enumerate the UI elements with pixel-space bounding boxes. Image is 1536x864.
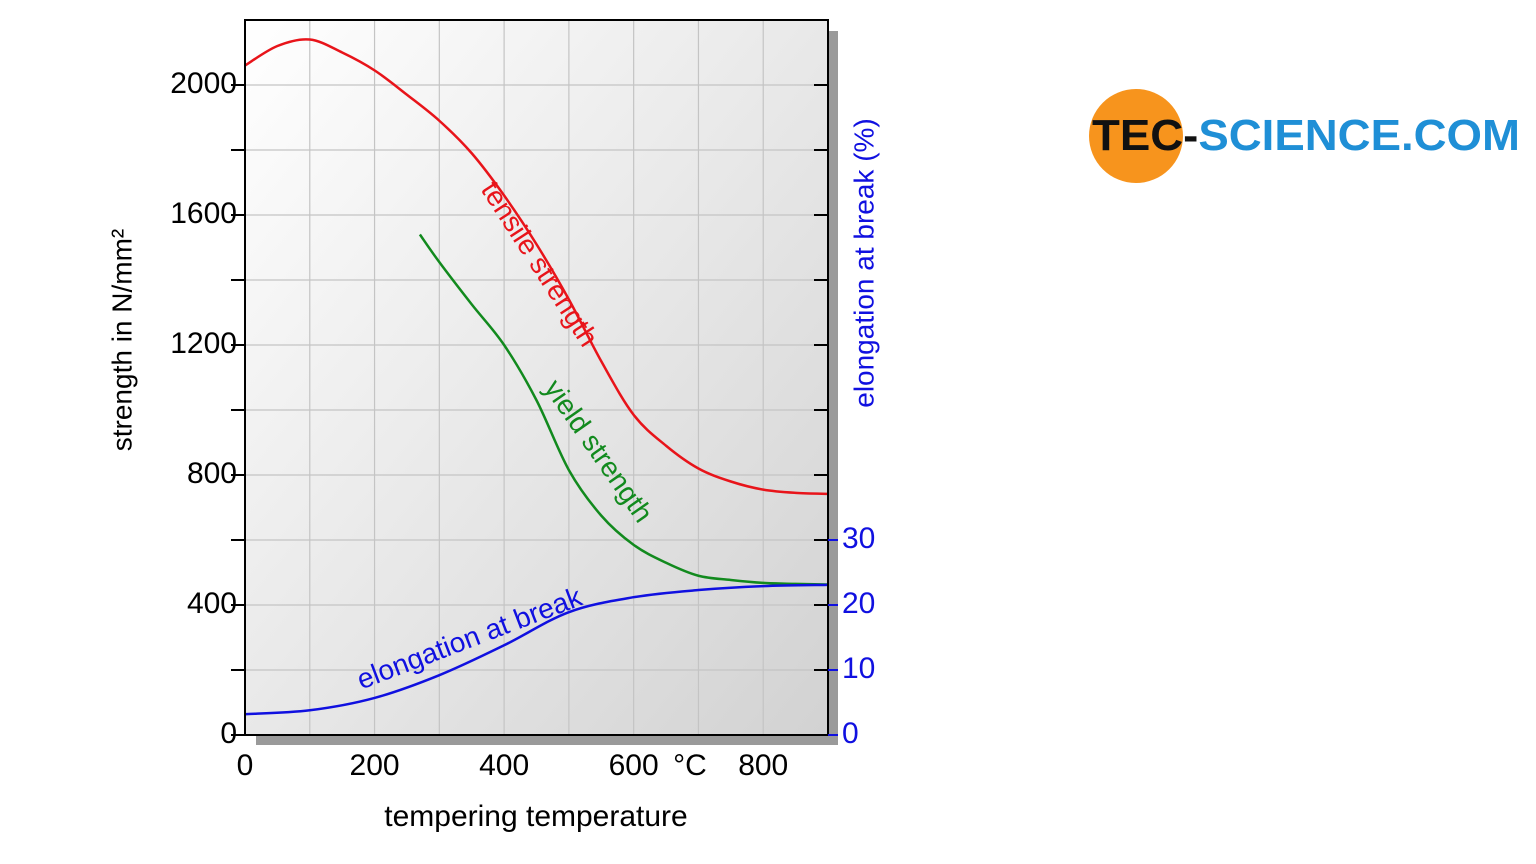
plot-frame — [244, 19, 829, 736]
y-tick-label: 800 — [187, 457, 237, 490]
x-tick-label: 800 — [738, 749, 788, 782]
x-tick-label: 400 — [479, 749, 529, 782]
x-tick-label: 200 — [350, 749, 400, 782]
logo-circle — [1089, 89, 1183, 183]
x-tick-label: 600 — [609, 749, 659, 782]
y-tick-label: 400 — [187, 587, 237, 620]
y-tick-label: 2000 — [170, 67, 237, 100]
y-tick-label: 1200 — [170, 327, 237, 360]
labels: 0 200 400 600 800 0 400 800 1200 1600 2000 0 10 20 30 — [170, 67, 875, 782]
x-tick-label: 0 — [237, 749, 254, 782]
series-line — [244, 583, 829, 716]
logo-blue: SCIENCE.COM — [1198, 111, 1520, 160]
series-line — [418, 233, 829, 586]
y-tick-label: 1600 — [170, 197, 237, 230]
logo: TEC-SCIENCE.COM — [1092, 111, 1520, 160]
grid — [244, 20, 828, 736]
y-axis-title: strength in N/mm² — [106, 229, 137, 452]
y-tick-label: 0 — [220, 717, 237, 750]
plot-area — [245, 20, 828, 735]
x-unit: °C — [673, 749, 707, 782]
y2-axis-title: elongation at break (%) — [848, 118, 879, 408]
x-axis-title: tempering temperature — [384, 800, 688, 833]
y2-tick-label: 30 — [842, 522, 875, 555]
lines — [244, 38, 829, 716]
series-line — [244, 38, 829, 496]
y2-tick-label: 10 — [842, 652, 875, 685]
y2-tick-label: 0 — [842, 717, 859, 750]
y2-tick-label: 20 — [842, 587, 875, 620]
logo-dark: TEC- — [1092, 111, 1198, 160]
